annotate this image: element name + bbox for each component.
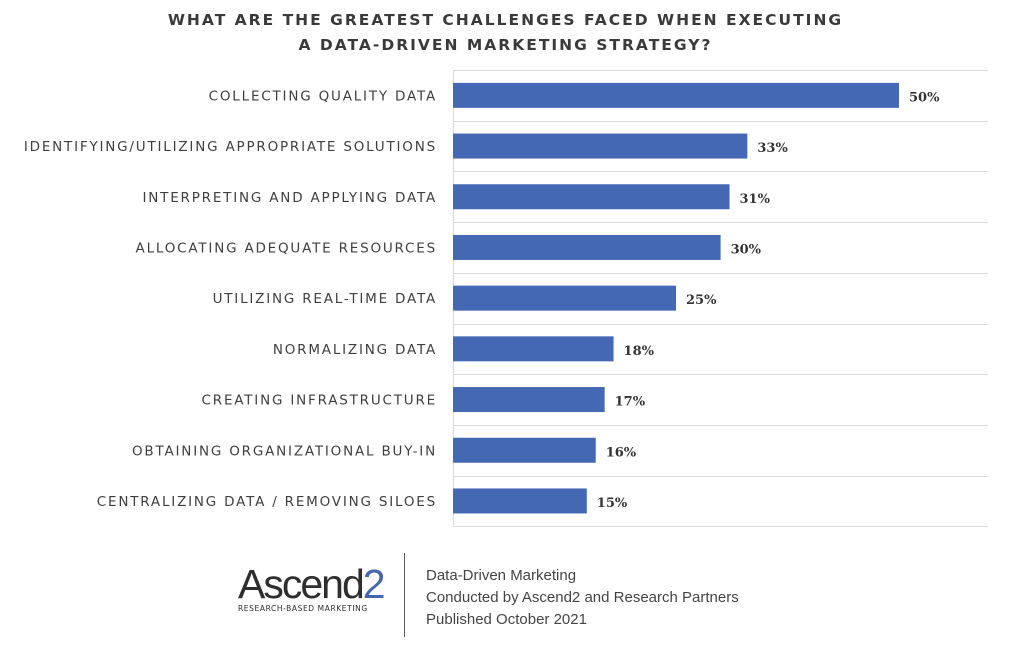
data-label: 18% xyxy=(624,344,655,359)
logo-wordmark: Ascend2 xyxy=(238,564,388,605)
footer-line-published: Published October 2021 xyxy=(426,611,587,628)
bar xyxy=(453,285,676,311)
data-label: 16% xyxy=(606,445,637,460)
bar xyxy=(453,437,596,463)
category-label: IDENTIFYING/UTILIZING APPROPRIATE SOLUTI… xyxy=(24,139,437,155)
data-label: 15% xyxy=(597,496,628,511)
data-label: 31% xyxy=(740,192,771,207)
category-label: CREATING INFRASTRUCTURE xyxy=(202,393,437,409)
footer-source-info: Data-Driven Marketing Conducted by Ascen… xyxy=(426,565,739,631)
data-label: 33% xyxy=(757,141,788,156)
category-label: ALLOCATING ADEQUATE RESOURCES xyxy=(136,240,437,256)
data-label: 25% xyxy=(686,293,717,308)
chart-title-line-1: WHAT ARE THE GREATEST CHALLENGES FACED W… xyxy=(167,11,844,29)
category-label: COLLECTING QUALITY DATA xyxy=(209,88,437,104)
logo-tagline: RESEARCH-BASED MARKETING xyxy=(238,604,368,613)
bar xyxy=(453,133,748,159)
footer-line-conducted: Conducted by Ascend2 and Research Partne… xyxy=(426,589,739,606)
category-label: UTILIZING REAL-TIME DATA xyxy=(213,291,437,307)
category-label: NORMALIZING DATA xyxy=(273,342,437,358)
bar xyxy=(453,82,899,108)
category-label: INTERPRETING AND APPLYING DATA xyxy=(143,190,438,206)
data-label: 50% xyxy=(909,90,940,105)
category-label: CENTRALIZING DATA / REMOVING SILOES xyxy=(97,494,437,510)
bar xyxy=(453,336,614,362)
footer-line-report: Data-Driven Marketing xyxy=(426,567,577,584)
chart-title: WHAT ARE THE GREATEST CHALLENGES FACED W… xyxy=(0,8,1011,58)
bar xyxy=(453,234,721,260)
data-label: 30% xyxy=(731,242,762,257)
data-label: 17% xyxy=(615,395,646,410)
ascend2-logo: Ascend2 RESEARCH-BASED MARKETING xyxy=(238,564,388,614)
bar xyxy=(453,387,605,413)
logo-digit: 2 xyxy=(362,561,386,607)
bar xyxy=(453,184,730,210)
footer-divider xyxy=(404,553,405,637)
category-label: OBTAINING ORGANIZATIONAL BUY-IN xyxy=(132,443,437,459)
bar xyxy=(453,488,587,514)
chart-title-line-2: A DATA-DRIVEN MARKETING STRATEGY? xyxy=(298,36,713,54)
logo-text: Ascend xyxy=(238,561,365,607)
